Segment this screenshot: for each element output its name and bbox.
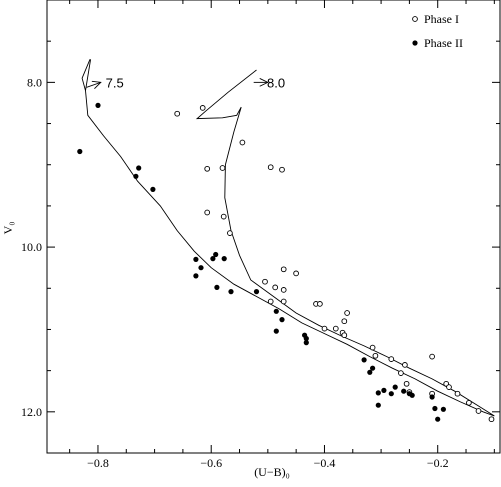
phase-1-point xyxy=(454,390,461,397)
phase-1-point xyxy=(204,165,211,172)
phase-1-point xyxy=(388,356,395,362)
legend-marker-phase-1 xyxy=(412,16,418,22)
phase-1-point xyxy=(475,408,482,414)
phase-2-point xyxy=(193,256,199,262)
phase-2-point xyxy=(381,387,387,393)
phase-1-point xyxy=(174,110,181,117)
phase-2-point xyxy=(375,390,381,396)
phase-1-point xyxy=(429,353,435,360)
phase-2-point xyxy=(133,173,139,179)
phase-2-point xyxy=(303,335,309,342)
phase-1-point xyxy=(332,325,339,332)
phase-2-point xyxy=(214,284,220,290)
arrow-shaft xyxy=(86,81,101,88)
phase-1-point xyxy=(466,399,472,406)
phase-2-point xyxy=(136,165,142,171)
y-tick-label: 8.0 xyxy=(27,75,42,89)
phase-2-point xyxy=(375,402,381,408)
phase-2-point xyxy=(273,308,279,314)
phase-1-point xyxy=(446,384,452,390)
phase-1-point xyxy=(280,298,287,305)
y-tick-label: 10.0 xyxy=(21,240,42,254)
phase-1-point xyxy=(341,332,348,339)
phase-2-point xyxy=(210,256,216,262)
phase-1-point xyxy=(267,164,274,171)
y-axis-title: V₀ xyxy=(1,222,15,235)
phase-1-point xyxy=(239,139,246,146)
phase-2-point xyxy=(370,365,376,371)
legend: Phase I Phase II xyxy=(412,12,463,50)
isochrone-curves xyxy=(81,59,495,417)
phase-2-point xyxy=(401,388,407,394)
phase-1-point xyxy=(344,310,350,316)
phase-1-point xyxy=(372,352,379,359)
phase-2-point xyxy=(228,289,234,295)
phase-2-point xyxy=(303,340,309,346)
phase-2-point xyxy=(392,384,398,390)
phase-1-point xyxy=(262,278,268,285)
phase-2-point xyxy=(367,369,373,375)
legend-label-phase-1: Phase I xyxy=(424,12,459,26)
phase-2-point xyxy=(95,102,101,108)
phase-1-point xyxy=(204,209,211,216)
x-tick-label: −0.8 xyxy=(87,456,109,470)
legend-label-phase-2: Phase II xyxy=(424,36,463,50)
phase-2-point xyxy=(273,328,279,334)
phase-2-point xyxy=(432,405,438,412)
phase-2-point xyxy=(429,394,435,400)
phase-2-point xyxy=(361,357,367,363)
phase-1-point xyxy=(317,301,323,307)
phase-1-point xyxy=(488,416,495,423)
plot-frame xyxy=(46,0,501,454)
annotation-arrows xyxy=(86,78,269,90)
annotation-label: 8.0 xyxy=(267,75,285,90)
phase-2-point xyxy=(279,317,285,323)
y-tick-label: 12.0 xyxy=(21,405,42,419)
phase-1-point xyxy=(280,266,287,273)
phase-1-point xyxy=(219,165,226,171)
phase-1-point xyxy=(267,298,274,305)
phase-2-point xyxy=(198,265,204,271)
phase-1-point xyxy=(279,166,285,173)
phase-2-point xyxy=(213,251,219,258)
phase-2-point xyxy=(253,289,260,295)
phase-2-point xyxy=(440,406,446,412)
phase-2-point xyxy=(77,148,83,155)
phase-1-point xyxy=(293,270,299,277)
phase-1-point xyxy=(321,325,328,332)
phase-2-point xyxy=(435,416,441,422)
arrow-head xyxy=(259,78,269,87)
phase-1-point xyxy=(402,362,408,368)
isochrone-line xyxy=(81,59,495,417)
phase-1-point xyxy=(280,287,287,293)
annotation-label: 7.5 xyxy=(106,75,124,90)
legend-marker-phase-2 xyxy=(412,40,418,46)
phase-1-point xyxy=(403,380,410,387)
x-tick-label: −0.6 xyxy=(200,456,222,470)
y-axis-ticks: 8.0 10.0 12.0 xyxy=(21,40,500,454)
annotations: 7.5 8.0 xyxy=(106,75,285,90)
phase-2-point xyxy=(221,256,227,262)
data-points xyxy=(77,102,495,423)
phase-1-point xyxy=(369,344,376,351)
phase-1-point xyxy=(199,105,206,111)
phase-1-point xyxy=(272,284,279,291)
x-axis-title: (U−B)₀ xyxy=(254,465,290,479)
phase-2-point xyxy=(409,392,415,398)
x-tick-label: −0.4 xyxy=(314,456,336,470)
arrow-head xyxy=(91,80,102,90)
x-tick-label: −0.2 xyxy=(427,456,449,470)
phase-1-point xyxy=(341,318,348,325)
x-axis-ticks: −0.8 −0.6 −0.4 −0.2 xyxy=(69,0,495,470)
isochrone-line xyxy=(85,59,92,91)
phase-2-point xyxy=(388,391,394,397)
phase-2-point xyxy=(193,273,199,279)
phase-1-point xyxy=(227,230,233,236)
phase-1-point xyxy=(220,213,227,220)
phase-1-point xyxy=(398,370,404,376)
phase-2-point xyxy=(150,186,156,192)
isochrone-line xyxy=(195,69,495,417)
